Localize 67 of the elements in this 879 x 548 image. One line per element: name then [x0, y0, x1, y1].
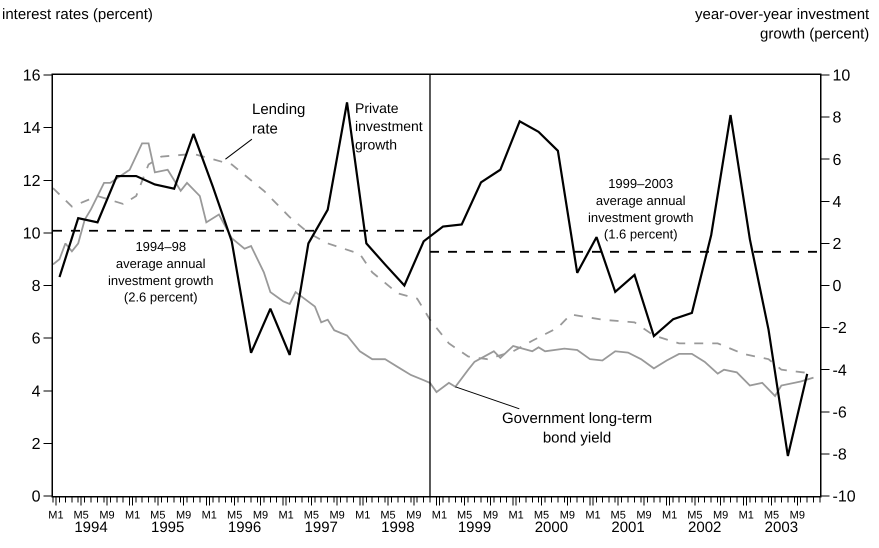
annotation: Private investment growth: [355, 100, 423, 152]
x2-tick-label: 1994: [74, 519, 108, 536]
x-tick-label: M9: [790, 510, 805, 522]
x-tick-label: M9: [713, 510, 728, 522]
x-tick-label: M9: [560, 510, 575, 522]
y2-tick-label: 6: [832, 152, 842, 169]
x-tick-label: M5: [687, 510, 702, 522]
y2-tick-label: -8: [832, 446, 847, 464]
x2-tick-label: 2003: [764, 519, 798, 536]
y2-tick-label: 0: [832, 278, 842, 296]
y2-tick-label: -10: [832, 488, 856, 506]
y-tick-label: 8: [32, 278, 41, 296]
x2-tick-label: 1997: [304, 519, 338, 536]
y-tick-label: 14: [22, 120, 41, 138]
x2-tick-label: 1996: [228, 519, 262, 536]
x-tick-label: M1: [355, 510, 370, 522]
x2-tick-label: 2000: [534, 519, 568, 536]
x-tick-label: M1: [508, 510, 524, 522]
y-tick-label: 12: [22, 172, 41, 190]
y2-tick-label: 2: [832, 236, 842, 253]
annotation: Lending rate: [252, 101, 306, 138]
x-tick-label: M5: [764, 510, 780, 522]
x-tick-label: M9: [482, 510, 498, 522]
x-tick-label: M5: [227, 510, 242, 522]
x2-tick-label: 2002: [688, 519, 722, 536]
x-tick-label: M5: [610, 510, 626, 522]
y2-tick-label: -2: [832, 320, 847, 338]
x-tick-label: M1: [278, 510, 294, 522]
y-tick-label: 2: [32, 436, 41, 453]
x-tick-label: M1: [124, 510, 140, 522]
x-tick-label: M5: [150, 510, 166, 522]
x-tick-label: M1: [202, 510, 217, 522]
annotation: 1999–2003 average annual investment growth (1.6 percent): [588, 176, 694, 242]
x-tick-label: M9: [330, 510, 345, 522]
x-tick-label: M9: [99, 510, 115, 522]
y2-tick-label: 10: [832, 68, 850, 85]
x-tick-label: M1: [432, 510, 448, 522]
y-tick-label: 4: [32, 383, 41, 400]
x-tick-label: M1: [48, 510, 64, 522]
x-tick-label: M5: [534, 510, 550, 522]
x-tick-label: M5: [380, 510, 396, 522]
x-tick-label: M9: [406, 510, 422, 522]
y-tick-label: 0: [32, 488, 41, 506]
annotation: Government long-term bond yield: [502, 410, 652, 446]
y-tick-label: 6: [32, 330, 41, 348]
y2-tick-label: 8: [832, 110, 842, 127]
x2-tick-label: 1999: [458, 519, 492, 536]
x2-tick-label: 1995: [150, 519, 184, 536]
x-tick-label: M1: [585, 510, 601, 522]
x-tick-label: M5: [74, 510, 89, 522]
y2-axis-title: year-over-year investment growth (percent): [695, 6, 870, 42]
y-tick-label: 16: [22, 68, 41, 85]
y2-tick-label: -6: [832, 404, 847, 422]
x2-tick-label: 1998: [381, 519, 415, 536]
x-tick-label: M5: [304, 510, 319, 522]
x-tick-label: M9: [252, 510, 268, 522]
y-tick-label: 10: [22, 225, 41, 242]
y-axis-title: interest rates (percent): [2, 6, 153, 23]
x-tick-label: M1: [662, 510, 678, 522]
y2-tick-label: -4: [832, 362, 847, 380]
x2-tick-label: 2001: [611, 519, 645, 536]
x-tick-label: M5: [457, 510, 472, 522]
annotation: 1994–98 average annual investment growth (2.6 percent): [108, 239, 214, 305]
x-tick-label: M9: [636, 510, 652, 522]
y2-tick-label: 4: [832, 194, 842, 211]
x-tick-label: M9: [176, 510, 192, 522]
x-tick-label: M1: [738, 510, 754, 522]
